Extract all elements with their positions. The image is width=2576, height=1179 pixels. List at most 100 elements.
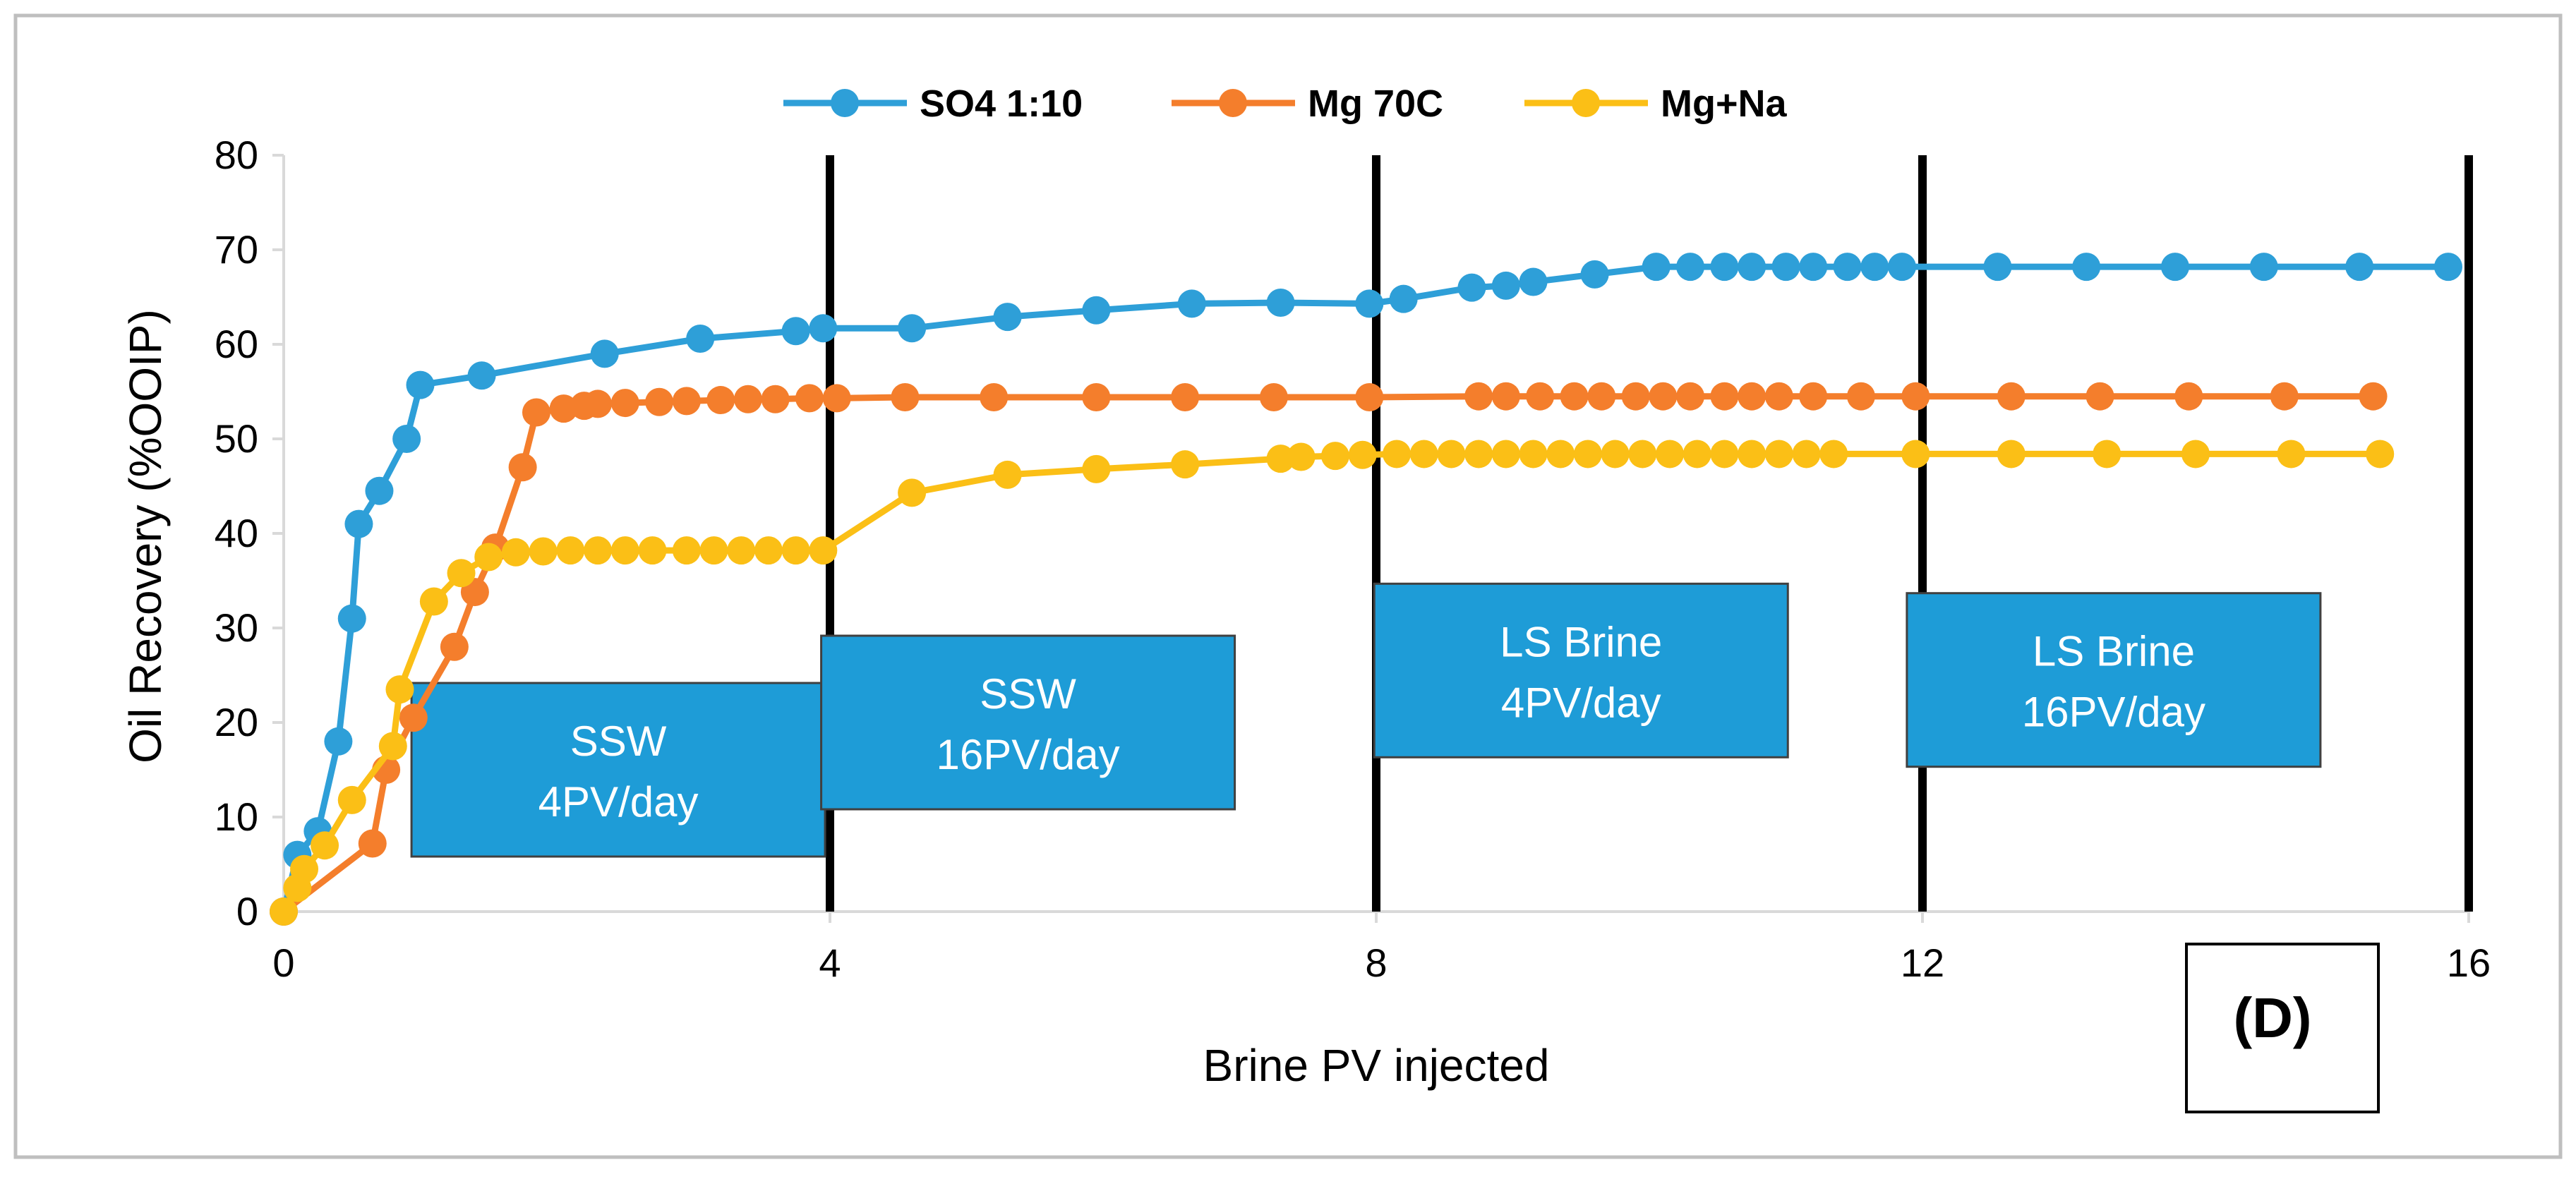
data-point: [1491, 271, 1520, 300]
data-point: [1389, 284, 1418, 313]
data-point: [1764, 440, 1793, 468]
data-point: [2366, 440, 2395, 468]
data-point: [385, 675, 414, 704]
data-point: [610, 389, 639, 418]
data-point: [645, 387, 674, 416]
data-point: [1171, 383, 1200, 412]
data-point: [1587, 382, 1616, 411]
data-point: [270, 897, 298, 926]
data-point: [1409, 440, 1438, 468]
phase-box-line2: 16PV/day: [2022, 689, 2205, 736]
data-point: [1464, 440, 1493, 468]
legend-item: Mg 70C: [1172, 83, 1443, 125]
data-point: [1887, 253, 1916, 282]
data-point: [365, 476, 394, 505]
data-point: [898, 478, 927, 507]
data-point: [1266, 289, 1295, 318]
data-point: [1082, 454, 1111, 483]
data-point: [1901, 382, 1930, 411]
data-point: [419, 587, 448, 616]
data-point: [501, 538, 530, 567]
panel-label-box: (D): [2185, 943, 2380, 1113]
data-point: [706, 386, 735, 415]
data-point: [1656, 440, 1685, 468]
data-point: [1764, 382, 1793, 411]
data-point: [980, 383, 1009, 412]
data-point: [1601, 440, 1630, 468]
data-point: [1171, 450, 1200, 479]
data-point: [1355, 383, 1384, 412]
data-point: [699, 536, 728, 565]
y-tick-label: 10: [215, 794, 258, 839]
data-point: [1177, 289, 1206, 318]
data-point: [891, 383, 920, 412]
phase-box-background: [1373, 582, 1789, 758]
data-point: [2072, 253, 2101, 282]
data-point: [1519, 440, 1548, 468]
data-point: [529, 537, 558, 566]
phase-box-background: [820, 634, 1236, 811]
data-point: [898, 314, 927, 343]
data-point: [1573, 440, 1602, 468]
data-point: [1383, 440, 1412, 468]
legend-label: Mg 70C: [1308, 83, 1443, 125]
data-point: [2181, 440, 2210, 468]
data-point: [1792, 440, 1821, 468]
data-point: [508, 453, 537, 482]
data-point: [440, 632, 469, 661]
data-point: [1628, 440, 1657, 468]
data-point: [358, 829, 387, 858]
legend-label: Mg+Na: [1661, 83, 1788, 125]
data-point: [1526, 382, 1555, 411]
data-point: [290, 854, 319, 883]
data-point: [1683, 440, 1711, 468]
phase-box: SSW 4PV/day: [410, 682, 826, 858]
data-point: [2270, 382, 2299, 411]
y-tick-label: 30: [215, 605, 258, 650]
panel-label: (D): [2233, 986, 2311, 1049]
data-point: [311, 831, 339, 860]
data-point: [337, 785, 366, 814]
series-0: [270, 253, 2462, 926]
data-point: [1901, 440, 1930, 468]
chart-border: [13, 13, 2563, 1159]
data-point: [1348, 440, 1377, 469]
data-point: [1799, 253, 1828, 282]
data-point: [1287, 442, 1316, 471]
data-point: [1082, 296, 1111, 325]
axes: 0 10 20 30 40 50 60 70 80 0 4 8 12 16: [215, 133, 2491, 985]
legend: SO4 1:10 Mg 70C Mg+Na: [783, 83, 1788, 125]
data-point: [1819, 440, 1848, 468]
x-tick-label: 4: [819, 941, 841, 985]
data-point: [2359, 382, 2388, 411]
data-point: [1355, 289, 1384, 318]
data-point: [522, 398, 550, 427]
data-point: [1833, 253, 1862, 282]
data-point: [1320, 442, 1349, 471]
data-point: [2160, 253, 2189, 282]
data-point: [590, 339, 619, 368]
y-tick-label: 60: [215, 322, 258, 366]
data-point: [1799, 382, 1828, 411]
data-point: [1266, 445, 1295, 473]
phase-box: SSW 16PV/day: [820, 634, 1236, 811]
data-point: [1560, 382, 1589, 411]
data-point: [1710, 382, 1739, 411]
y-axis-title: Oil Recovery (%OOIP): [120, 309, 171, 763]
data-point: [474, 543, 503, 572]
data-point: [378, 732, 407, 761]
data-point: [447, 559, 476, 588]
data-point: [1846, 382, 1875, 411]
data-point: [1259, 383, 1288, 412]
data-point: [2277, 440, 2306, 468]
y-tick-label: 0: [236, 889, 258, 933]
data-point: [406, 370, 435, 399]
phase-box-line2: 4PV/day: [538, 778, 699, 826]
series-1: [270, 382, 2388, 926]
series-2: [270, 440, 2395, 926]
data-point: [1771, 253, 1800, 282]
data-point: [556, 536, 585, 565]
